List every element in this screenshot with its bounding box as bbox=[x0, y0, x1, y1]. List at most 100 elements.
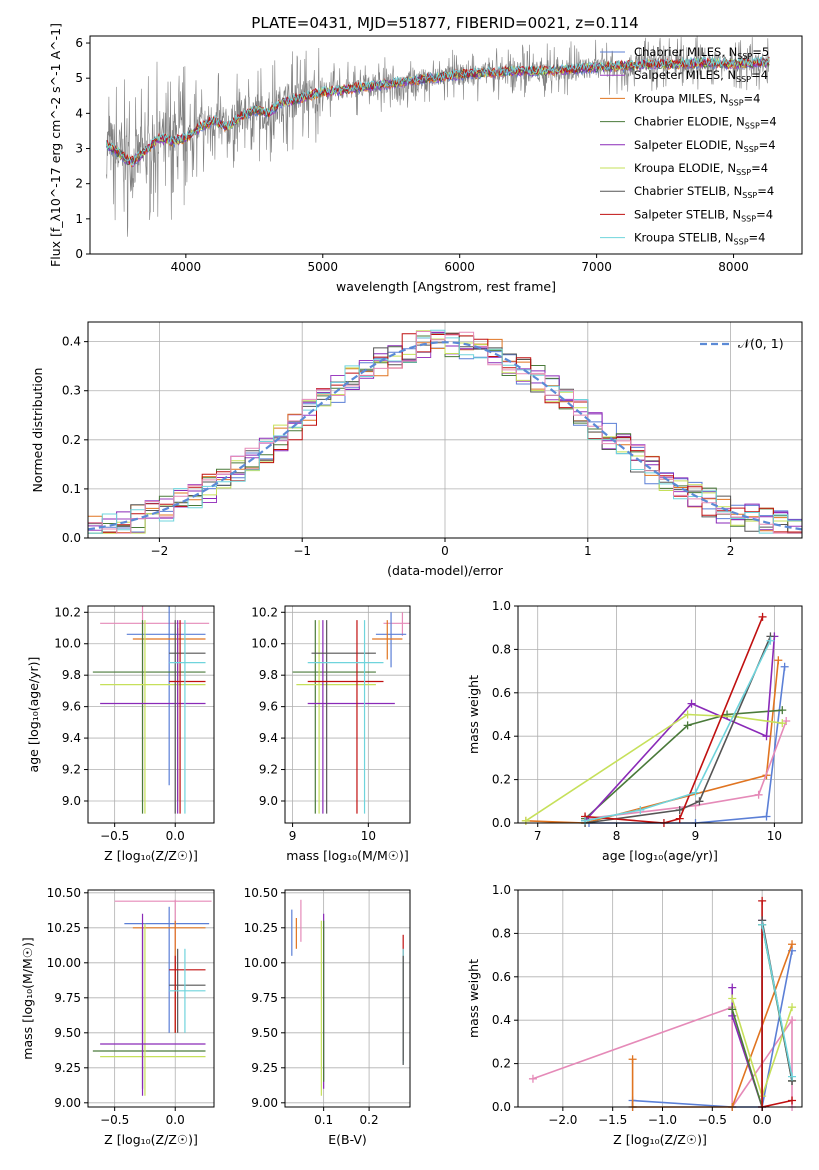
weight-series bbox=[581, 706, 787, 823]
y-tick-label: 1.0 bbox=[492, 883, 511, 897]
data-point bbox=[762, 732, 771, 741]
model-line bbox=[106, 56, 770, 166]
x-tick-label: 4000 bbox=[171, 260, 202, 274]
x-tick-label: 10 bbox=[361, 829, 376, 843]
data-point bbox=[675, 814, 684, 823]
data-point bbox=[728, 1005, 737, 1014]
y-tick-label: 10.25 bbox=[47, 921, 81, 935]
data-point bbox=[762, 812, 771, 821]
y-tick-label: 10.2 bbox=[54, 605, 81, 619]
weight-series bbox=[581, 636, 775, 825]
errorbar-cross bbox=[169, 620, 206, 814]
y-tick-label: 0.6 bbox=[492, 686, 511, 700]
y-tick-label: 9.0 bbox=[259, 794, 278, 808]
y-tick-label: 5 bbox=[75, 71, 83, 85]
axes-frame bbox=[517, 889, 803, 1108]
x-tick-label: −2.0 bbox=[548, 1113, 577, 1127]
legend-label: Salpeter MILES, NSSP=4 bbox=[634, 68, 768, 84]
y-tick-label: 9.00 bbox=[54, 1096, 81, 1110]
histogram-step bbox=[88, 330, 802, 534]
axes-frame bbox=[87, 889, 215, 1108]
data-point bbox=[758, 920, 767, 929]
y-axis-label: age [log₁₀(age/yr)] bbox=[26, 657, 41, 773]
y-tick-label: 0.8 bbox=[492, 642, 511, 656]
errorbar-cross bbox=[169, 620, 206, 814]
y-tick-label: 4 bbox=[75, 106, 83, 120]
errorbar-cross bbox=[126, 606, 206, 786]
y-tick-label: 0.4 bbox=[62, 335, 81, 349]
panel-2: −2 −1 0 1 2 0.0 0.1 0.2 0.3 0.4 (data-model)/error… bbox=[30, 321, 803, 578]
y-tick-label: 9.50 bbox=[251, 1026, 278, 1040]
panel-1: 4000 5000 6000 7000 8000 0 1 2 3 4 5 6 wavelength [A… bbox=[48, 23, 803, 294]
y-tick-label: 9.75 bbox=[251, 991, 278, 1005]
plot-area-1 bbox=[106, 36, 770, 237]
data-point bbox=[788, 1072, 797, 1081]
axes-frame bbox=[89, 35, 803, 255]
x-tick-label: 7000 bbox=[581, 260, 612, 274]
y-tick-label: 0 bbox=[75, 247, 83, 261]
data-point bbox=[628, 1055, 637, 1064]
data-point bbox=[528, 1074, 537, 1083]
x-tick-label: 8000 bbox=[718, 260, 749, 274]
y-axis-label: mass weight bbox=[466, 959, 481, 1038]
data-point bbox=[675, 805, 684, 814]
legend-label: Salpeter ELODIE, NSSP=4 bbox=[634, 138, 776, 154]
y-tick-label: 10.2 bbox=[251, 605, 278, 619]
errorbar-cross bbox=[296, 620, 376, 814]
data-point bbox=[778, 719, 787, 728]
y-tick-label: 0.1 bbox=[62, 482, 81, 496]
x-axis-label: (data-model)/error bbox=[387, 563, 504, 578]
x-tick-label: 8 bbox=[613, 829, 621, 843]
y-tick-label: 6 bbox=[75, 36, 83, 50]
data-point bbox=[687, 699, 696, 708]
y-tick-label: 9.50 bbox=[54, 1026, 81, 1040]
x-tick-label: 6000 bbox=[444, 260, 475, 274]
x-tick-label: −1.0 bbox=[648, 1113, 677, 1127]
y-tick-label: 1.0 bbox=[492, 599, 511, 613]
data-point bbox=[683, 710, 692, 719]
y-tick-label: 0.6 bbox=[492, 970, 511, 984]
data-point bbox=[788, 940, 797, 949]
data-point bbox=[758, 896, 767, 905]
x-tick-label: 0.0 bbox=[166, 829, 185, 843]
y-tick-label: 9.4 bbox=[62, 731, 81, 745]
errorbar-cross bbox=[92, 620, 206, 814]
data-point bbox=[788, 1003, 797, 1012]
y-tick-label: 9.2 bbox=[259, 763, 278, 777]
x-tick-label: 5000 bbox=[307, 260, 338, 274]
data-point bbox=[758, 612, 767, 621]
data-point bbox=[778, 706, 787, 715]
weight-series bbox=[758, 920, 797, 1081]
errorbar-cross bbox=[383, 612, 410, 636]
data-point bbox=[728, 983, 737, 992]
panel-6: −0.5 0.0 9.00 9.25 9.50 9.75 10.00 10.25 10.50 Z … bbox=[20, 886, 215, 1147]
y-tick-label: 9.8 bbox=[62, 668, 81, 682]
x-tick-label: 0.0 bbox=[753, 1113, 772, 1127]
histogram-step bbox=[88, 329, 802, 534]
data-point bbox=[780, 662, 789, 671]
errorbar-cross bbox=[307, 620, 384, 814]
y-tick-label: 0.4 bbox=[492, 1013, 511, 1027]
data-point bbox=[754, 790, 763, 799]
x-tick-label: 0.2 bbox=[360, 1113, 379, 1127]
errorbar-cross bbox=[307, 620, 395, 814]
errorbar-cross bbox=[100, 620, 206, 814]
y-tick-label: 0.2 bbox=[492, 1057, 511, 1071]
y-tick-label: 9.25 bbox=[54, 1061, 81, 1075]
axes-frame bbox=[284, 605, 411, 824]
y-tick-label: 10.00 bbox=[244, 956, 278, 970]
legend-label: 𝒩(0, 1) bbox=[738, 336, 784, 351]
x-axis-label: Z [log₁₀(Z/Z☉)] bbox=[104, 848, 198, 863]
x-axis-label: Z [log₁₀(Z/Z☉)] bbox=[104, 1132, 198, 1147]
y-tick-label: 0.3 bbox=[62, 384, 81, 398]
errorbar-cross bbox=[100, 913, 206, 1096]
x-axis-label: wavelength [Angstrom, rest frame] bbox=[336, 279, 556, 294]
x-tick-label: 10 bbox=[767, 829, 782, 843]
y-tick-label: 3 bbox=[75, 142, 83, 156]
y-tick-label: 0.2 bbox=[62, 433, 81, 447]
x-tick-label: 2 bbox=[727, 544, 735, 558]
x-tick-label: −0.5 bbox=[100, 1113, 129, 1127]
y-tick-label: 9.25 bbox=[251, 1061, 278, 1075]
y-tick-label: 9.00 bbox=[251, 1096, 278, 1110]
